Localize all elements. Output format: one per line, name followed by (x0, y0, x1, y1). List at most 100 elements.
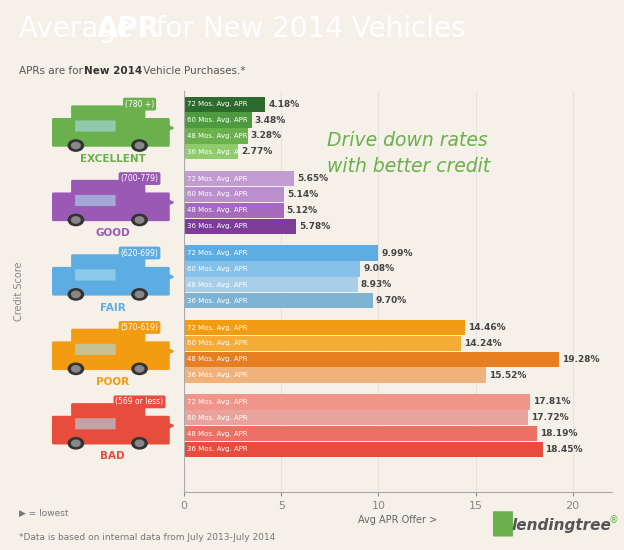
Circle shape (132, 140, 147, 151)
Bar (184, 97, 265, 112)
Text: 72 Mos. Avg. APR: 72 Mos. Avg. APR (187, 399, 248, 405)
Text: (700-779): (700-779) (120, 174, 158, 183)
Text: 36 Mos. Avg. APR: 36 Mos. Avg. APR (187, 148, 248, 155)
FancyBboxPatch shape (52, 267, 170, 295)
Circle shape (68, 363, 84, 375)
Text: 18.45%: 18.45% (545, 445, 583, 454)
Circle shape (135, 217, 144, 223)
FancyBboxPatch shape (52, 192, 170, 221)
Text: 3.28%: 3.28% (251, 131, 282, 140)
Text: (780 +): (780 +) (125, 100, 154, 109)
Circle shape (132, 438, 147, 449)
FancyBboxPatch shape (71, 329, 145, 345)
Bar (184, 426, 537, 441)
Bar (184, 245, 378, 261)
FancyBboxPatch shape (52, 118, 170, 147)
Text: 2.77%: 2.77% (241, 147, 272, 156)
Bar (184, 394, 530, 410)
Text: lendingtree: lendingtree (512, 518, 612, 533)
Text: APRs are for: APRs are for (19, 67, 86, 76)
X-axis label: Avg APR Offer >: Avg APR Offer > (358, 515, 437, 525)
Bar (184, 203, 283, 218)
Text: 72 Mos. Avg. APR: 72 Mos. Avg. APR (187, 324, 248, 331)
Text: for New 2014 Vehicles: for New 2014 Vehicles (147, 15, 465, 43)
Text: POOR: POOR (96, 377, 129, 387)
Text: 9.08%: 9.08% (363, 265, 394, 273)
Bar (184, 336, 461, 351)
Text: 60 Mos. Avg. APR: 60 Mos. Avg. APR (187, 340, 248, 346)
Text: 3.48%: 3.48% (255, 116, 286, 124)
FancyBboxPatch shape (75, 195, 115, 206)
Text: 48 Mos. Avg. APR: 48 Mos. Avg. APR (187, 356, 248, 362)
Text: 14.46%: 14.46% (468, 323, 505, 332)
Text: EXCELLENT: EXCELLENT (79, 153, 145, 164)
Text: (620-699): (620-699) (120, 249, 158, 257)
Text: 36 Mos. Avg. APR: 36 Mos. Avg. APR (187, 223, 248, 229)
Text: BAD: BAD (100, 452, 125, 461)
Text: 72 Mos. Avg. APR: 72 Mos. Avg. APR (187, 101, 248, 107)
Text: 14.24%: 14.24% (464, 339, 501, 348)
FancyBboxPatch shape (71, 180, 145, 196)
Text: New 2014: New 2014 (84, 67, 142, 76)
Bar (184, 351, 558, 367)
Text: 5.12%: 5.12% (286, 206, 318, 215)
Bar (184, 277, 358, 293)
Text: 17.72%: 17.72% (531, 413, 569, 422)
Bar (184, 293, 373, 308)
Bar (184, 128, 248, 144)
Circle shape (135, 142, 144, 149)
Text: 36 Mos. Avg. APR: 36 Mos. Avg. APR (187, 372, 248, 378)
Circle shape (72, 217, 80, 223)
FancyBboxPatch shape (71, 106, 145, 122)
Text: Credit Score: Credit Score (14, 262, 24, 321)
Text: FAIR: FAIR (100, 302, 125, 312)
Text: 48 Mos. Avg. APR: 48 Mos. Avg. APR (187, 133, 248, 139)
Text: ®: ® (608, 515, 618, 525)
Text: GOOD: GOOD (95, 228, 130, 238)
FancyBboxPatch shape (75, 344, 115, 355)
Text: APR: APR (97, 15, 160, 43)
Circle shape (68, 289, 84, 300)
Text: 36 Mos. Avg. APR: 36 Mos. Avg. APR (187, 447, 248, 453)
Bar (184, 410, 529, 426)
Text: 48 Mos. Avg. APR: 48 Mos. Avg. APR (187, 207, 248, 213)
Text: Drive down rates
with better credit: Drive down rates with better credit (327, 131, 490, 176)
Circle shape (135, 292, 144, 298)
Circle shape (132, 289, 147, 300)
FancyBboxPatch shape (71, 254, 145, 271)
Text: 36 Mos. Avg. APR: 36 Mos. Avg. APR (187, 298, 248, 304)
Circle shape (72, 292, 80, 298)
Text: (570-619): (570-619) (120, 323, 158, 332)
Text: 60 Mos. Avg. APR: 60 Mos. Avg. APR (187, 117, 248, 123)
Circle shape (135, 366, 144, 372)
FancyBboxPatch shape (52, 416, 170, 444)
Bar (184, 367, 485, 383)
Text: 48 Mos. Avg. APR: 48 Mos. Avg. APR (187, 282, 248, 288)
Text: 18.19%: 18.19% (540, 429, 578, 438)
Bar (184, 320, 465, 335)
Circle shape (132, 363, 147, 375)
Text: 4.18%: 4.18% (268, 100, 300, 109)
Text: 15.52%: 15.52% (489, 371, 526, 380)
Bar (184, 261, 361, 277)
FancyBboxPatch shape (493, 512, 513, 537)
Text: Average: Average (19, 15, 142, 43)
Bar (184, 442, 542, 457)
Bar (184, 112, 251, 128)
FancyBboxPatch shape (71, 403, 145, 419)
Text: 60 Mos. Avg. APR: 60 Mos. Avg. APR (187, 266, 248, 272)
Text: 19.28%: 19.28% (562, 355, 599, 364)
Circle shape (72, 440, 80, 447)
Text: 72 Mos. Avg. APR: 72 Mos. Avg. APR (187, 175, 248, 182)
Text: 5.78%: 5.78% (300, 222, 331, 230)
Bar (184, 144, 238, 159)
Circle shape (68, 438, 84, 449)
Bar (184, 171, 294, 186)
Circle shape (72, 366, 80, 372)
Text: (569 or less): (569 or less) (115, 398, 163, 406)
Circle shape (68, 140, 84, 151)
Circle shape (72, 142, 80, 149)
FancyBboxPatch shape (75, 418, 115, 430)
Bar (184, 218, 296, 234)
Circle shape (132, 214, 147, 225)
